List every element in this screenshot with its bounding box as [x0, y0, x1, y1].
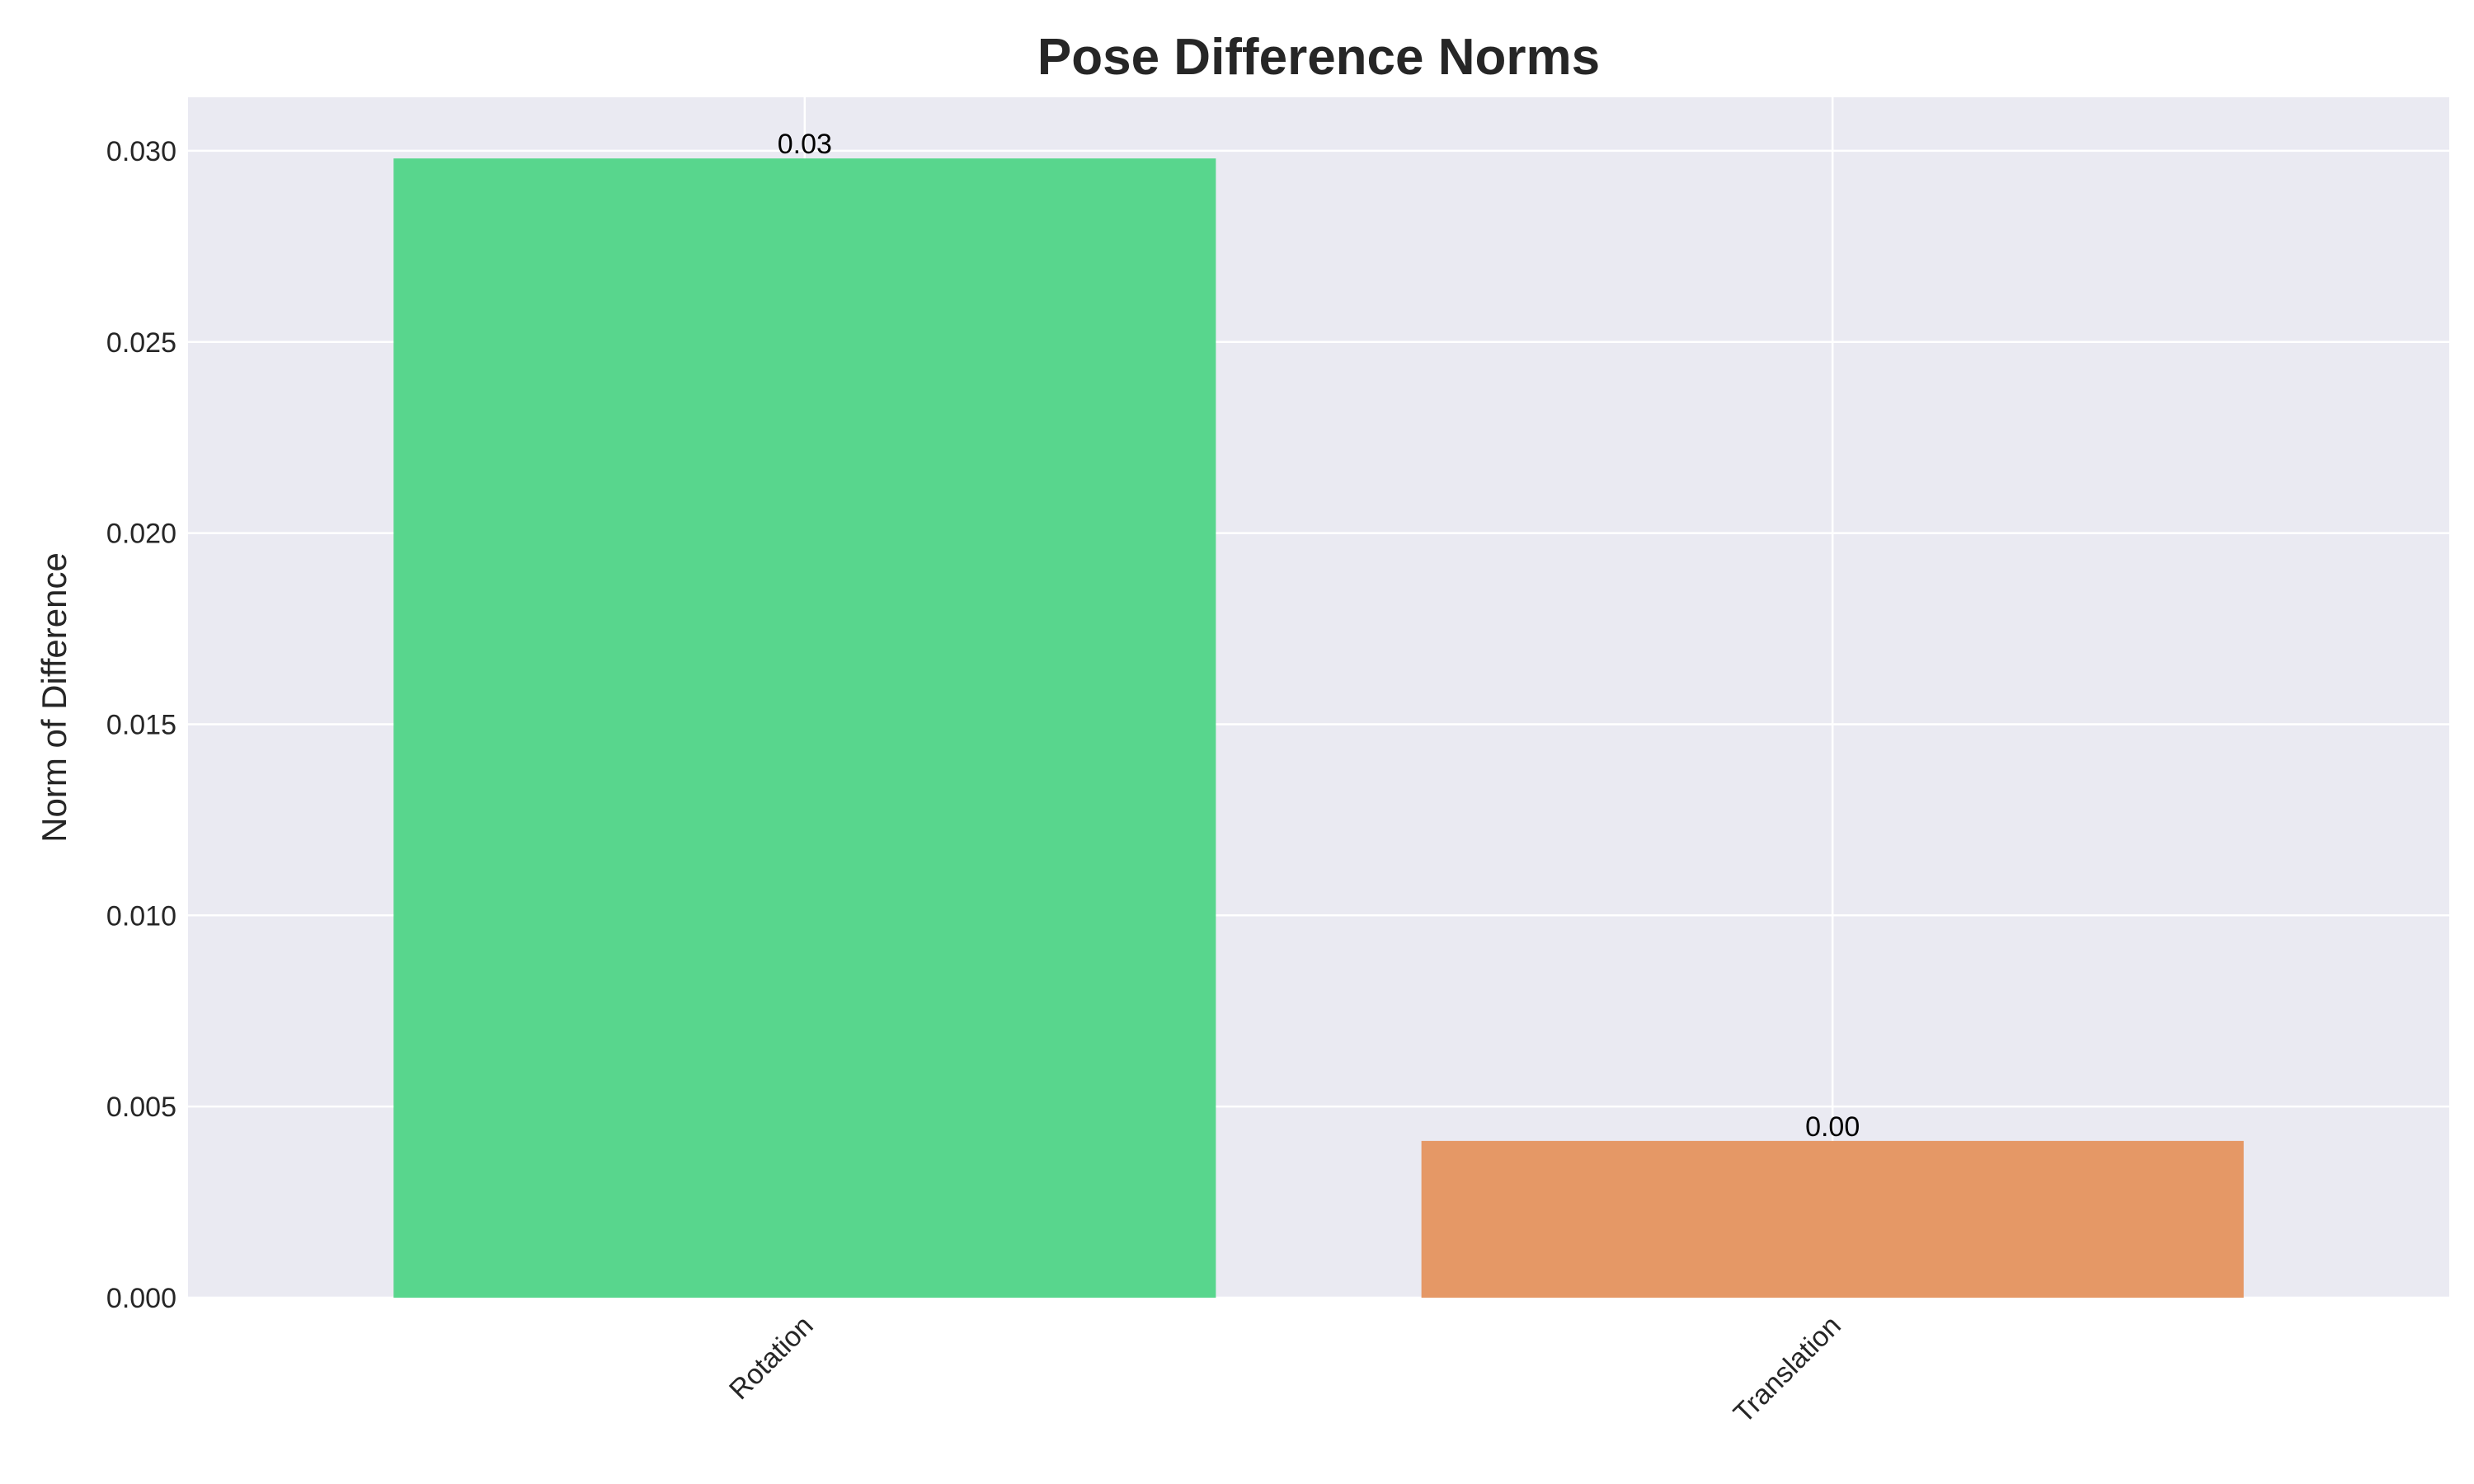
- y-axis-label: Norm of Difference: [35, 552, 73, 843]
- y-tick-label: 0.020: [106, 519, 176, 550]
- bars: [393, 158, 2244, 1298]
- bar-translation: [1421, 1140, 2244, 1298]
- x-tick-label: Translation: [1728, 1310, 1847, 1430]
- y-tick-label: 0.000: [106, 1283, 176, 1314]
- y-tick-labels: 0.000 0.005 0.010 0.015 0.020 0.025 0.030: [106, 136, 176, 1314]
- y-tick-label: 0.025: [106, 327, 176, 359]
- y-tick-label: 0.015: [106, 709, 176, 740]
- y-tick-label: 0.005: [106, 1092, 176, 1123]
- chart-title: Pose Difference Norms: [1037, 29, 1600, 86]
- x-tick-label: Rotation: [723, 1310, 819, 1406]
- y-tick-label: 0.010: [106, 900, 176, 932]
- bar-value-label: 0.03: [778, 129, 832, 160]
- bar-rotation: [393, 158, 1216, 1298]
- y-tick-label: 0.030: [106, 136, 176, 167]
- bar-value-labels: 0.03 0.00: [778, 129, 1860, 1143]
- x-tick-labels: Rotation Translation: [723, 1310, 1847, 1430]
- bar-value-label: 0.00: [1805, 1111, 1860, 1143]
